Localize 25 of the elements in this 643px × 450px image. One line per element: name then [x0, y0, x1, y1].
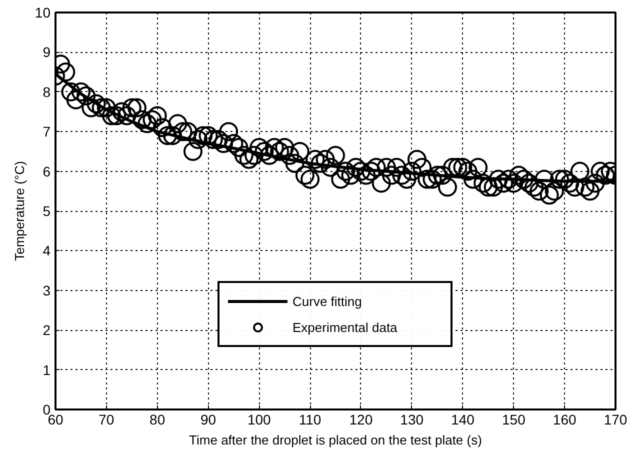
x-tick-label: 80 [150, 412, 166, 428]
x-tick-label: 160 [552, 412, 576, 428]
y-tick-label: 3 [42, 282, 51, 298]
x-tick-label: 130 [400, 412, 424, 428]
x-axis-title: Time after the droplet is placed on the test plate (s) [189, 432, 482, 448]
y-tick-label: 6 [42, 163, 51, 180]
y-tick-label: 10 [34, 4, 51, 20]
x-tick-label: 140 [451, 412, 475, 428]
x-tick-label: 120 [349, 412, 373, 428]
legend-label: Experimental data [292, 320, 398, 334]
y-axis-title: Temperature (°C) [12, 161, 27, 261]
x-tick-label: 150 [502, 412, 526, 428]
x-tick-label: 90 [200, 412, 216, 428]
x-tick-label: 100 [247, 412, 272, 428]
y-tick-label: 5 [42, 203, 51, 219]
y-tick-label: 9 [42, 44, 51, 60]
y-tick-label: 1 [42, 362, 51, 378]
x-tick-label: 110 [298, 412, 322, 428]
x-tick-label: 170 [604, 412, 628, 428]
y-tick-label: 4 [42, 242, 51, 259]
y-tick-label: 8 [42, 84, 51, 100]
y-tick-label: 7 [42, 124, 51, 140]
legend-label: Curve fitting [292, 294, 363, 308]
x-tick-label: 70 [98, 412, 114, 428]
y-tick-label: 2 [42, 322, 51, 338]
